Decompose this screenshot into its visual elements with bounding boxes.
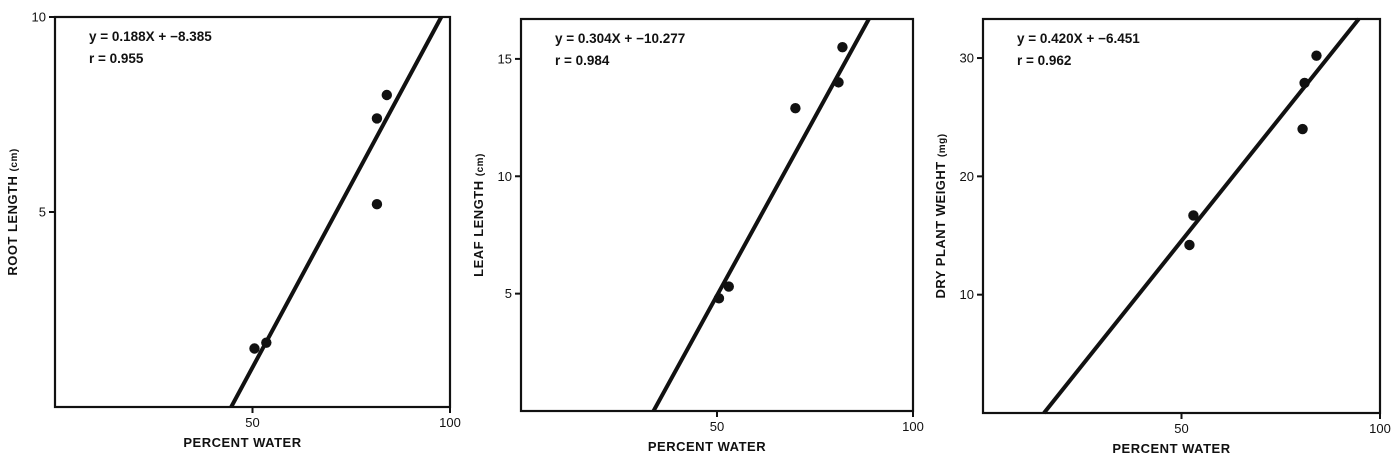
regression-line [1042,17,1361,415]
chart-svg-leaf-length: 5 10 15 50 100 PERCENT WATER LEAF LENGTH (cm) y… [471,17,924,454]
data-point [790,102,801,114]
x-axis-label: PERCENT WATER [183,435,301,450]
y-axis-label: LEAF LENGTH (cm) [471,153,486,277]
chart-svg-dry-plant-weight: 10 20 30 50 100 PERCENT WATER DRY PLANT WEIGHT… [933,17,1391,456]
data-point [249,343,260,354]
regression-equation: y = 0.188X + −8.385 [89,29,212,44]
x-tick-label: 100 [439,415,461,430]
x-tick-label: 50 [710,419,724,434]
y-tick-label: 30 [960,51,974,66]
x-tick-label: 100 [902,419,924,434]
data-point [713,293,725,304]
y-axis-unit: (mg) [937,133,948,157]
data-point [1297,123,1308,135]
y-tick-label: 15 [498,51,512,66]
plot-frame [981,17,1382,415]
chart-svg-root-length: 5 10 50 100 PERCENT WATER ROOT LENGTH (cm) y =… [5,10,461,451]
data-point [261,337,272,348]
regression-line [651,18,871,412]
data-point [833,77,844,88]
data-point [381,89,392,101]
data-point [371,113,383,124]
data-point [1188,210,1199,221]
y-axis-label: DRY PLANT WEIGHT (mg) [933,133,948,298]
regression-equation: y = 0.304X + −10.277 [555,31,685,46]
chart-panel-root-length: 5 10 50 100 PERCENT WATER ROOT LENGTH (cm) y =… [0,0,470,466]
x-axis-label: PERCENT WATER [648,439,766,454]
data-point [1299,77,1310,89]
chart-panel-dry-plant-weight: 10 20 30 50 100 PERCENT WATER DRY PLANT WEIGHT… [930,0,1395,466]
data-point [723,281,734,292]
x-tick-label: 100 [1369,421,1391,436]
y-axis-unit: (cm) [475,153,486,176]
y-tick-label: 5 [505,286,512,301]
y-axis-label: ROOT LENGTH (cm) [5,148,20,275]
data-point [1184,239,1195,251]
regression-equation: y = 0.420X + −6.451 [1017,31,1140,46]
data-point [837,41,848,53]
y-tick-label: 10 [498,169,512,184]
x-tick-label: 50 [1174,421,1188,436]
regression-line [229,16,444,408]
y-tick-label: 20 [960,169,974,184]
x-axis-label: PERCENT WATER [1112,441,1230,456]
correlation-coefficient: r = 0.962 [1017,53,1071,68]
y-axis-label-text: LEAF LENGTH [471,176,486,277]
chart-panel-leaf-length: 5 10 15 50 100 PERCENT WATER LEAF LENGTH (cm) y… [465,0,935,466]
correlation-coefficient: r = 0.984 [555,53,610,68]
x-tick-label: 50 [245,415,259,430]
y-tick-label: 5 [39,205,46,220]
correlation-coefficient: r = 0.955 [89,51,144,66]
y-tick-label: 10 [960,287,974,302]
y-axis-unit: (cm) [9,148,20,171]
data-point [371,199,383,210]
y-tick-label: 10 [32,10,46,25]
y-axis-label-text: DRY PLANT WEIGHT [933,157,948,298]
y-axis-label-text: ROOT LENGTH [5,171,20,275]
plot-frame [519,17,915,413]
data-point [1311,50,1322,61]
